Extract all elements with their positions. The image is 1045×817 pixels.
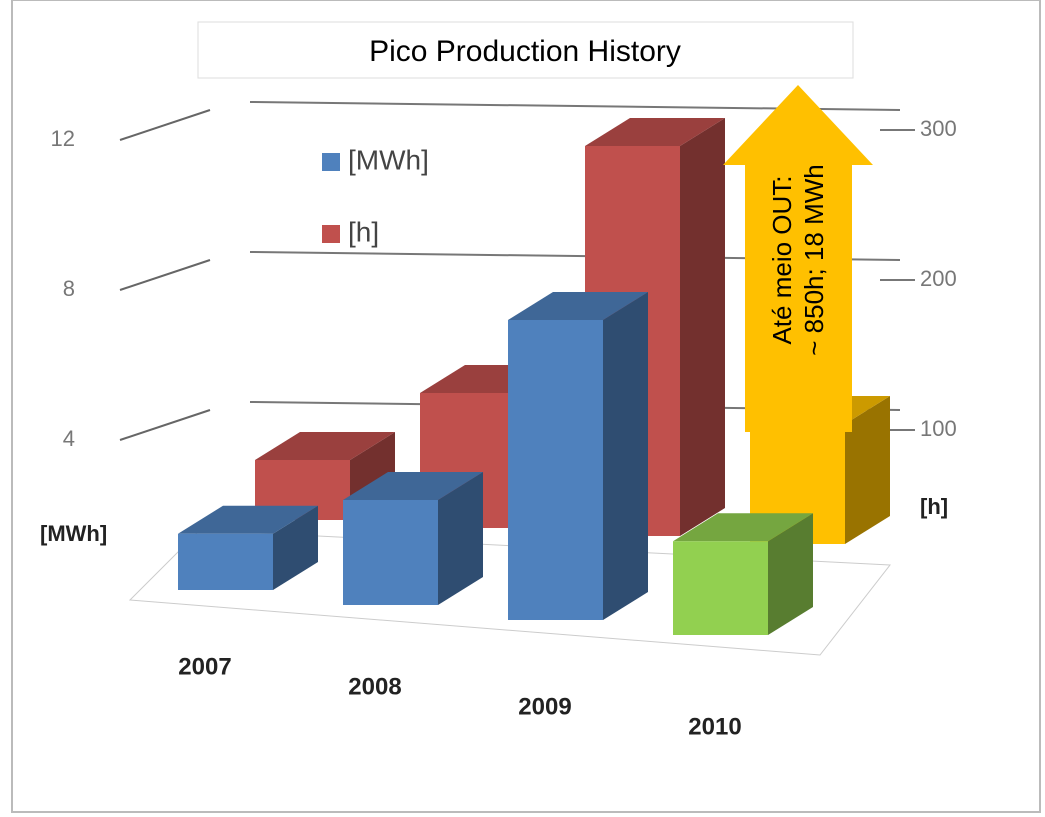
bar [508,292,648,620]
bar-front [508,320,603,620]
bar-top [585,118,725,146]
y-tick-label: 8 [63,276,75,301]
annotation-line: ~ 850h; 18 MWh [799,164,829,356]
y2-tick-label: 300 [920,116,957,141]
grid-line [119,259,211,291]
bar-top [673,513,813,542]
y2-axis-label: [h] [920,494,948,519]
grid-line [119,409,211,441]
bar-front [178,533,273,590]
bar [673,513,813,635]
title-box [197,21,854,79]
legend-label: [h] [348,216,379,247]
legend-label: [MWh] [348,144,429,175]
annotation-line: Até meio OUT: [767,175,797,344]
bar-top [255,432,395,460]
x-tick-label: 2010 [688,713,741,740]
legend-swatch [322,153,340,171]
x-tick-label: 2008 [348,673,401,700]
y-tick-label: 12 [51,126,75,151]
y-tick-label: 4 [63,426,75,451]
bar-side [273,505,318,590]
bar-top [178,505,318,534]
bar [178,505,318,590]
bar-front [673,541,768,635]
annotation-arrow [723,85,873,432]
chart-title: Pico Production History [369,35,681,68]
bar-side [768,513,813,635]
bar-side [438,472,483,605]
y2-tick-label: 200 [920,266,957,291]
bar-top [343,472,483,500]
bar-side [845,396,890,544]
annotation: Até meio OUT:~ 850h; 18 MWh [767,164,829,356]
bar [343,472,483,605]
bar-front [343,500,438,605]
bar-side [603,292,648,620]
y2-tick-label: 100 [920,416,957,441]
x-tick-label: 2009 [518,693,571,720]
x-tick-label: 2007 [178,653,231,680]
y-axis-label: [MWh] [40,521,107,546]
grid-line [119,109,211,141]
bar-side [680,118,725,536]
bar-top [508,292,648,320]
legend-swatch [322,225,340,243]
